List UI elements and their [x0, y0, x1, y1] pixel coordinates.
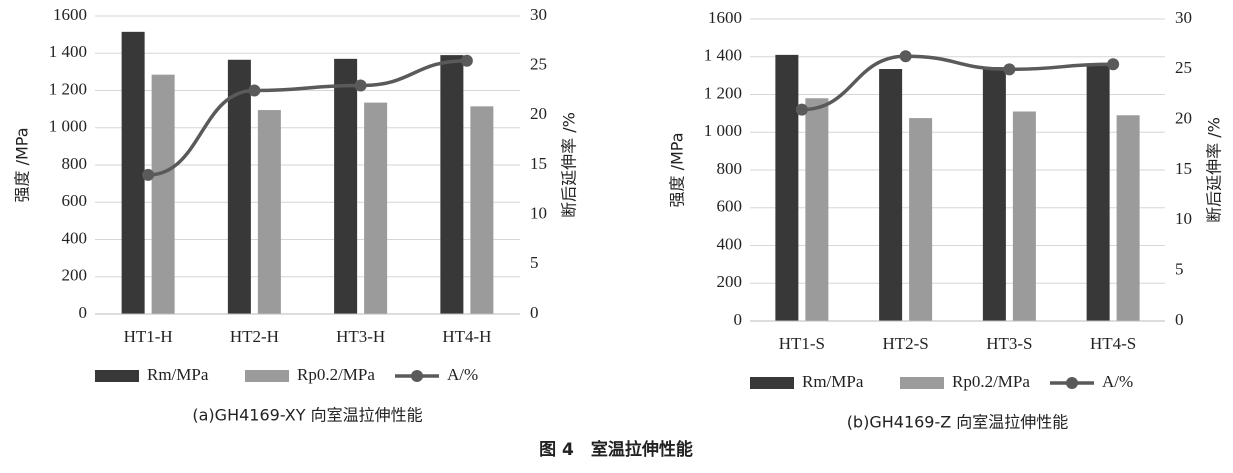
bar [151, 74, 175, 314]
bar [775, 54, 799, 322]
bar [805, 98, 829, 322]
x-tick-label: HT2-H [230, 327, 279, 346]
legend-label: Rp0.2/MPa [952, 372, 1030, 391]
bar [364, 102, 388, 314]
bar [440, 55, 464, 315]
x-tick-label: HT4-S [1090, 334, 1136, 353]
y-tick-label: 800 [717, 159, 743, 178]
line-marker [1107, 58, 1120, 71]
y2-tick-label: 15 [530, 154, 547, 173]
legend-label: Rm/MPa [802, 372, 864, 391]
y-tick-label: 400 [717, 234, 743, 253]
legend-label: A/% [1102, 372, 1133, 391]
y2-tick-label: 10 [530, 204, 547, 223]
x-tick-label: HT2-S [882, 334, 928, 353]
y-axis-label: 强度 /MPa [13, 127, 32, 202]
bar [227, 59, 251, 314]
line-marker [899, 50, 912, 63]
bar [909, 118, 933, 321]
y2-tick-label: 20 [1175, 109, 1192, 128]
line-marker [795, 103, 808, 116]
x-tick-label: HT1-S [779, 334, 825, 353]
y-tick-label: 600 [717, 197, 743, 216]
y-tick-label: 1 200 [704, 83, 742, 102]
line-marker [248, 84, 261, 97]
figure-caption: 图 4 室温拉伸性能 [539, 439, 693, 460]
legend-swatch [750, 377, 794, 389]
y2-tick-label: 30 [530, 5, 547, 24]
y-tick-label: 400 [62, 228, 88, 247]
y-tick-label: 1 000 [49, 117, 87, 136]
y-tick-label: 1 200 [49, 79, 87, 98]
bar [982, 67, 1006, 321]
y-tick-label: 600 [62, 191, 88, 210]
bar [257, 110, 281, 315]
y-tick-label: 0 [79, 303, 88, 322]
bar [1012, 111, 1036, 321]
legend-label: A/% [447, 365, 478, 384]
y2-tick-label: 10 [1175, 209, 1192, 228]
legend-label: Rm/MPa [147, 365, 209, 384]
legend-swatch [900, 377, 944, 389]
line [801, 54, 1114, 112]
y2-axis-label: 断后延伸率 /% [1205, 117, 1224, 223]
x-tick-label: HT3-S [986, 334, 1032, 353]
legend-swatch [1066, 377, 1078, 389]
y-tick-label: 1600 [708, 8, 742, 27]
y2-axis-label: 断后延伸率 /% [560, 112, 579, 218]
line [148, 58, 467, 177]
bar [470, 106, 494, 314]
bar [121, 31, 145, 315]
y-tick-label: 200 [717, 272, 743, 291]
y-tick-label: 200 [62, 266, 88, 285]
y2-tick-label: 0 [530, 303, 539, 322]
x-tick-label: HT4-H [442, 327, 491, 346]
y-tick-label: 1600 [53, 5, 87, 24]
bar [879, 69, 903, 321]
bar [1086, 64, 1110, 322]
line-marker [142, 168, 155, 181]
legend-label: Rp0.2/MPa [297, 365, 375, 384]
y2-tick-label: 20 [530, 104, 547, 123]
x-tick-label: HT1-H [124, 327, 173, 346]
legend-swatch [411, 370, 423, 382]
line-marker [1003, 63, 1016, 76]
chart-caption: (a)GH4169-XY 向室温拉伸性能 [192, 406, 422, 425]
y-tick-label: 800 [62, 154, 88, 173]
y-axis-label: 强度 /MPa [668, 132, 687, 207]
y-tick-label: 1 400 [704, 46, 742, 65]
legend-swatch [95, 370, 139, 382]
line-marker [460, 54, 473, 67]
y-tick-label: 1 000 [704, 121, 742, 140]
y2-tick-label: 30 [1175, 8, 1192, 27]
y2-tick-label: 5 [530, 253, 539, 272]
y2-tick-label: 0 [1175, 310, 1184, 329]
x-tick-label: HT3-H [336, 327, 385, 346]
bar [1116, 115, 1140, 321]
line-marker [354, 79, 367, 92]
y2-tick-label: 5 [1175, 260, 1184, 279]
y2-tick-label: 15 [1175, 159, 1192, 178]
chart-caption: (b)GH4169-Z 向室温拉伸性能 [847, 413, 1069, 432]
y2-tick-label: 25 [1175, 58, 1192, 77]
y2-tick-label: 25 [530, 55, 547, 74]
legend-swatch [245, 370, 289, 382]
y-tick-label: 0 [734, 310, 743, 329]
bar [334, 58, 358, 315]
y-tick-label: 1 400 [49, 42, 87, 61]
